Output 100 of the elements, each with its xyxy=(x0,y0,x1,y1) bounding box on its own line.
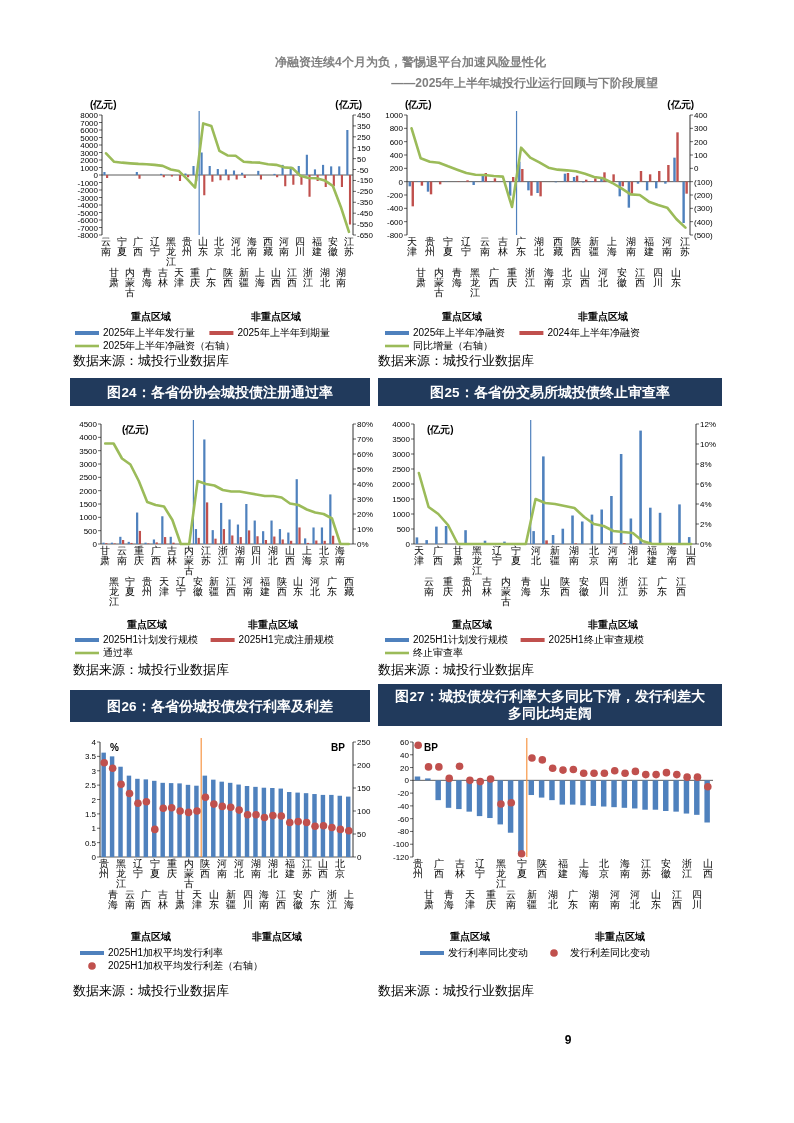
y-tick-label: -600 xyxy=(386,217,404,227)
x-tick-label: 重庆 xyxy=(133,545,144,566)
x-tick-label: 海南 xyxy=(543,267,554,288)
y-axis-title: (亿元) xyxy=(405,99,432,110)
y-tick-label: 7000 xyxy=(80,118,99,128)
x-tick-label: 重庆 xyxy=(506,267,517,288)
x-tick-label: 新疆 xyxy=(209,576,220,597)
x-tick-label: 吉林 xyxy=(453,858,465,879)
y-tick-label: 1000 xyxy=(79,513,98,523)
y-tick-label: 1000 xyxy=(392,510,411,519)
x-tick-label: 海南 xyxy=(666,545,677,566)
x-tick-label: 四川 xyxy=(295,236,306,257)
y-tick-label: -20 xyxy=(397,789,410,799)
y2-tick-label: 12% xyxy=(700,420,717,429)
y2-tick-label: 6% xyxy=(700,480,712,489)
x-tick-label: 河北 xyxy=(230,236,241,257)
x-tick-label: 陕西 xyxy=(570,236,581,257)
y-tick-label: 1500 xyxy=(79,500,98,509)
x-tick-label: 广东 xyxy=(310,889,321,910)
x-tick-label: 江西 xyxy=(676,576,687,597)
legend-label: 2025H1计划发行规模 xyxy=(413,634,509,645)
x-tick-label: 云南 xyxy=(479,236,490,257)
text: 非重点区域 xyxy=(247,619,299,630)
y-tick-label: 8000 xyxy=(80,111,99,120)
x-tick-label: 青海 xyxy=(452,267,463,288)
y2-tick-label: 10% xyxy=(357,525,374,534)
y2-tick-label: (100) xyxy=(694,177,714,187)
x-tick-label: 湖北 xyxy=(627,545,638,566)
source-note: 数据来源：城投行业数据库 xyxy=(73,661,229,679)
x-tick-label: 天津 xyxy=(159,576,169,597)
text: 重点区域 xyxy=(126,619,168,630)
y-tick-label: 3000 xyxy=(79,460,98,469)
y2-tick-label: 100 xyxy=(357,807,371,816)
x-tick-label: 上海 xyxy=(607,236,618,257)
y-tick-label: -400 xyxy=(386,204,404,214)
source-note: 数据来源：城投行业数据库 xyxy=(73,352,229,370)
x-tick-label: 贵州 xyxy=(142,576,153,597)
y2-tick-label: 4% xyxy=(700,500,712,509)
legend-label: 发行利差同比变动 xyxy=(570,947,650,958)
legend-label: 2025H1完成注册规模 xyxy=(238,634,334,645)
y-tick-label: 3000 xyxy=(80,148,99,158)
x-tick-label: 吉林 xyxy=(496,236,508,257)
x-tick-label: 安徽 xyxy=(661,858,672,879)
y-tick-label: -800 xyxy=(386,231,404,240)
y2-tick-label: 50% xyxy=(357,465,374,474)
y-tick-label: 0 xyxy=(405,540,411,549)
x-tick-label: 山西 xyxy=(318,858,329,879)
y-axis-title: (亿元) xyxy=(90,99,117,110)
x-tick-label: 山东 xyxy=(293,576,304,597)
x-tick-label: 吉林 xyxy=(480,576,492,597)
y-tick-label: 1.5 xyxy=(84,809,97,819)
y2-tick-label: 100 xyxy=(694,151,708,160)
legend-label: 2025H1加权平均发行利差（右轴） xyxy=(108,960,264,971)
x-tick-label: 重庆 xyxy=(190,267,201,288)
x-tick-label: 云南 xyxy=(423,576,434,597)
x-tick-label: 云南 xyxy=(124,889,135,910)
y2-tick-label: 250 xyxy=(357,132,371,142)
x-tick-label: 陕西 xyxy=(276,576,287,597)
y2-axis-title: (亿元) xyxy=(667,99,694,110)
y-tick-label: -8000 xyxy=(77,231,99,240)
x-tick-label: 广东 xyxy=(206,267,217,288)
x-tick-label: 安徽 xyxy=(327,236,338,257)
y2-tick-label: 10% xyxy=(700,440,717,449)
y2-tick-label: (300) xyxy=(694,204,714,214)
x-tick-label: 陕西 xyxy=(537,858,548,879)
x-tick-label: 江西 xyxy=(276,889,287,910)
x-tick-label: 浙江 xyxy=(525,267,536,288)
x-tick-label: 贵州 xyxy=(182,236,193,257)
x-tick-label: 浙江 xyxy=(303,267,314,288)
text: 重点区域 xyxy=(451,619,493,630)
x-tick-label: 山东 xyxy=(540,576,551,597)
x-tick-label: 内蒙古 xyxy=(433,267,444,298)
y-tick-label: 0.5 xyxy=(84,838,97,848)
y-tick-label: 2000 xyxy=(392,480,411,489)
y-tick-label: 0 xyxy=(398,177,404,187)
y-tick-label: 800 xyxy=(389,124,404,134)
x-tick-label: 辽宁 xyxy=(461,236,472,257)
x-tick-label: 天津 xyxy=(464,889,475,910)
y-tick-label: -40 xyxy=(397,801,410,811)
x-tick-label: 青海 xyxy=(107,889,118,910)
text: ——2025年上半年城投行业运行回顾与下阶段展望 xyxy=(391,75,658,92)
x-tick-label: 辽宁 xyxy=(475,858,486,879)
x-tick-label: 吉林 xyxy=(166,545,178,566)
x-tick-label: 陕西 xyxy=(222,267,233,288)
x-tick-label: 浙江 xyxy=(682,858,693,879)
chart-title: 图26：各省份城投债发行利率及利差 xyxy=(70,690,370,722)
x-tick-label: 辽宁 xyxy=(175,576,186,597)
x-tick-label: 重庆 xyxy=(443,576,454,597)
y2-tick-label: -50 xyxy=(357,165,370,175)
legend-label: 发行利率同比变动 xyxy=(448,947,528,958)
x-tick-label: 湖北 xyxy=(547,889,558,910)
x-tick-label: 福建 xyxy=(310,236,322,257)
y-tick-label: -6000 xyxy=(77,216,99,225)
x-tick-label: 四川 xyxy=(242,889,253,910)
y2-tick-label: -350 xyxy=(357,198,374,208)
x-tick-label: 河北 xyxy=(598,267,609,288)
x-tick-label: 河北 xyxy=(630,889,641,910)
x-tick-label: 青海 xyxy=(520,576,531,597)
y2-tick-label: 40% xyxy=(357,480,374,489)
y-tick-label: 1000 xyxy=(80,163,99,173)
